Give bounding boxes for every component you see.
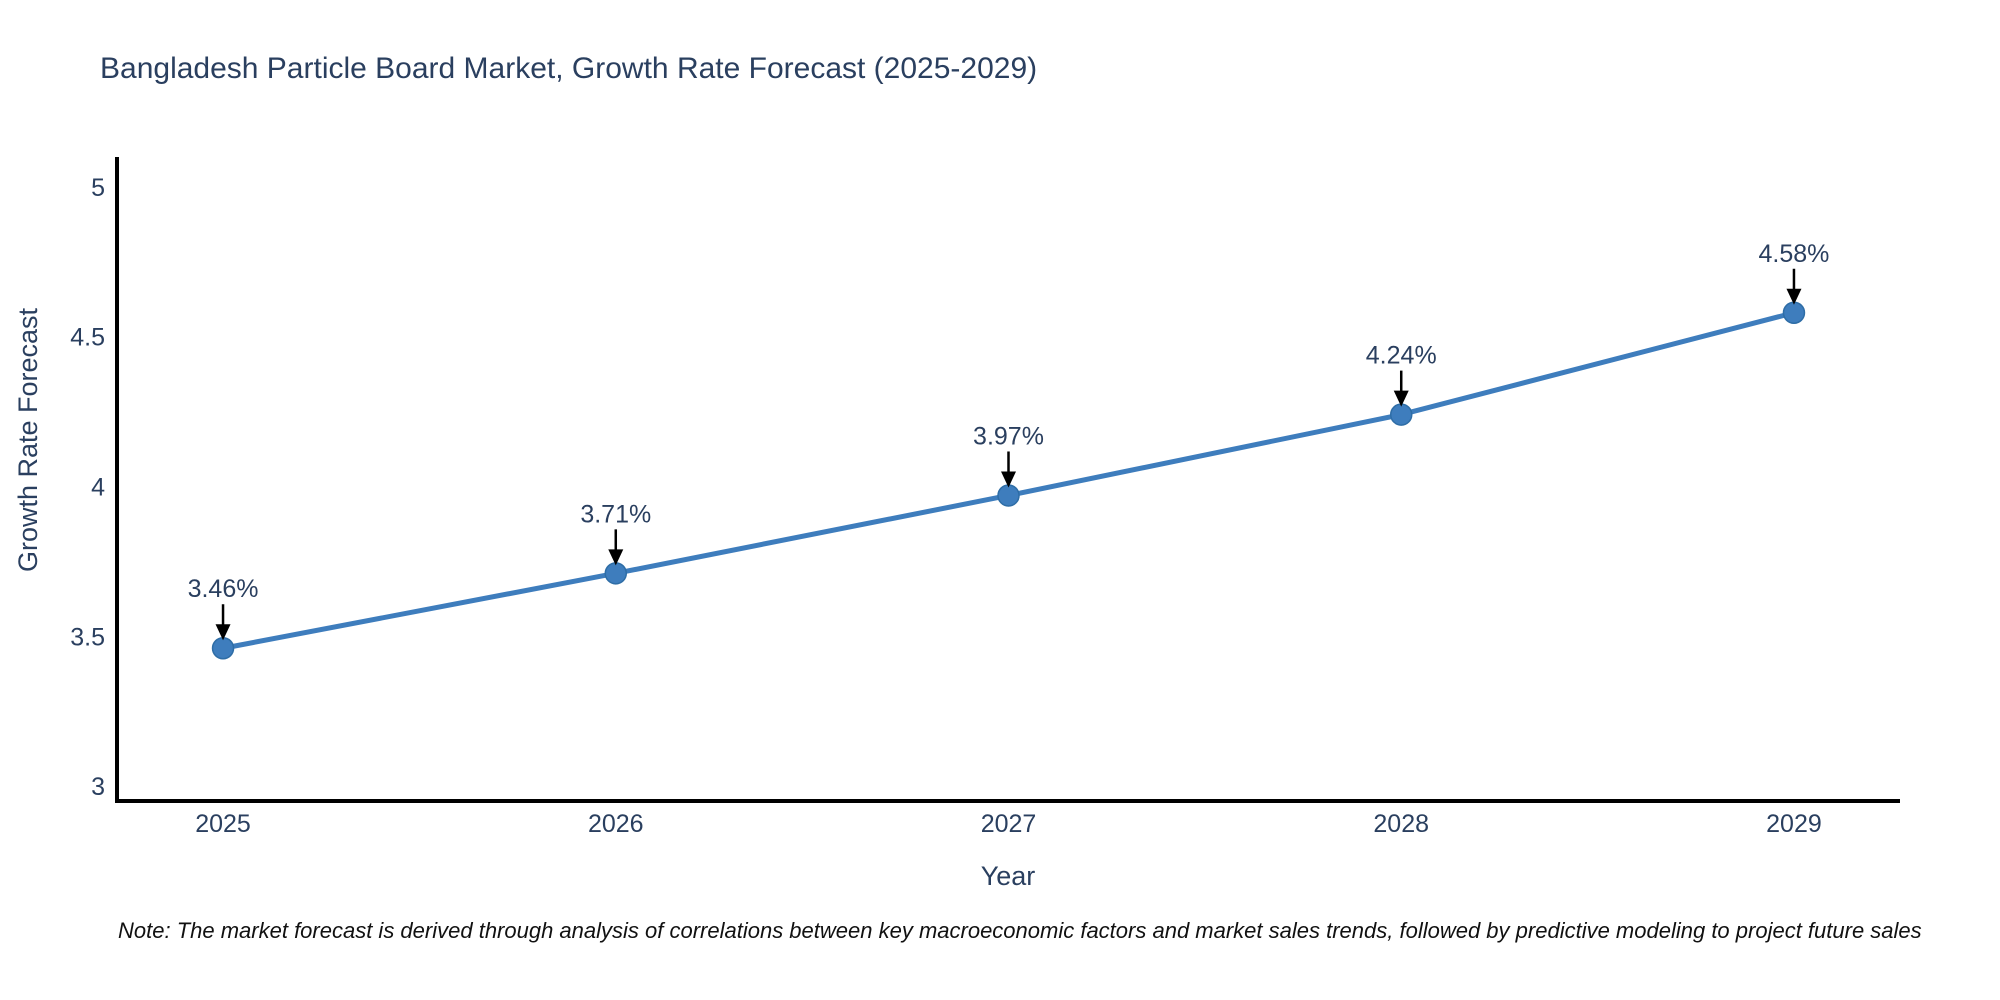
data-point-marker	[1389, 403, 1413, 426]
annotations: 3.46% 3.71% 3.97% 4.24% 4.58%	[188, 240, 1830, 641]
data-point-marker	[997, 484, 1020, 507]
x-axis-title: Year	[981, 861, 1036, 891]
axes: 3 3.5 4 4.5 5 2025 2026 2027 2028 2029	[70, 157, 1900, 838]
data-point-marker	[211, 636, 235, 660]
x-tick-label: 2026	[588, 810, 644, 838]
footnote: Note: The market forecast is derived thr…	[118, 918, 1922, 943]
y-tick-label: 3.5	[70, 623, 105, 651]
y-tick-label: 5	[91, 174, 105, 202]
data-point-marker	[1782, 301, 1806, 325]
annotation-arrowhead	[1001, 471, 1016, 488]
y-tick-label: 4	[91, 473, 105, 501]
annotation-arrowhead	[1786, 288, 1802, 305]
x-tick-label: 2025	[195, 810, 251, 838]
y-axis-title: Growth Rate Forecast	[13, 307, 43, 572]
data-point-label: 4.24%	[1366, 342, 1437, 370]
x-tick-label: 2027	[981, 810, 1037, 838]
y-tick-label: 3	[91, 773, 105, 801]
annotation-arrowhead	[1393, 390, 1409, 407]
data-point-label: 3.46%	[188, 575, 259, 603]
chart-title: Bangladesh Particle Board Market, Growth…	[100, 52, 1038, 85]
x-tick-label: 2028	[1373, 810, 1429, 838]
x-tick-label: 2029	[1766, 810, 1822, 838]
data-series	[211, 301, 1806, 660]
data-point-label: 3.97%	[973, 422, 1044, 450]
annotation-arrowhead	[608, 549, 624, 566]
data-point-label: 3.71%	[580, 500, 651, 528]
data-point-label: 4.58%	[1759, 240, 1830, 268]
data-point-marker	[604, 562, 628, 585]
y-tick-label: 4.5	[70, 324, 105, 352]
annotation-arrowhead	[215, 624, 231, 641]
